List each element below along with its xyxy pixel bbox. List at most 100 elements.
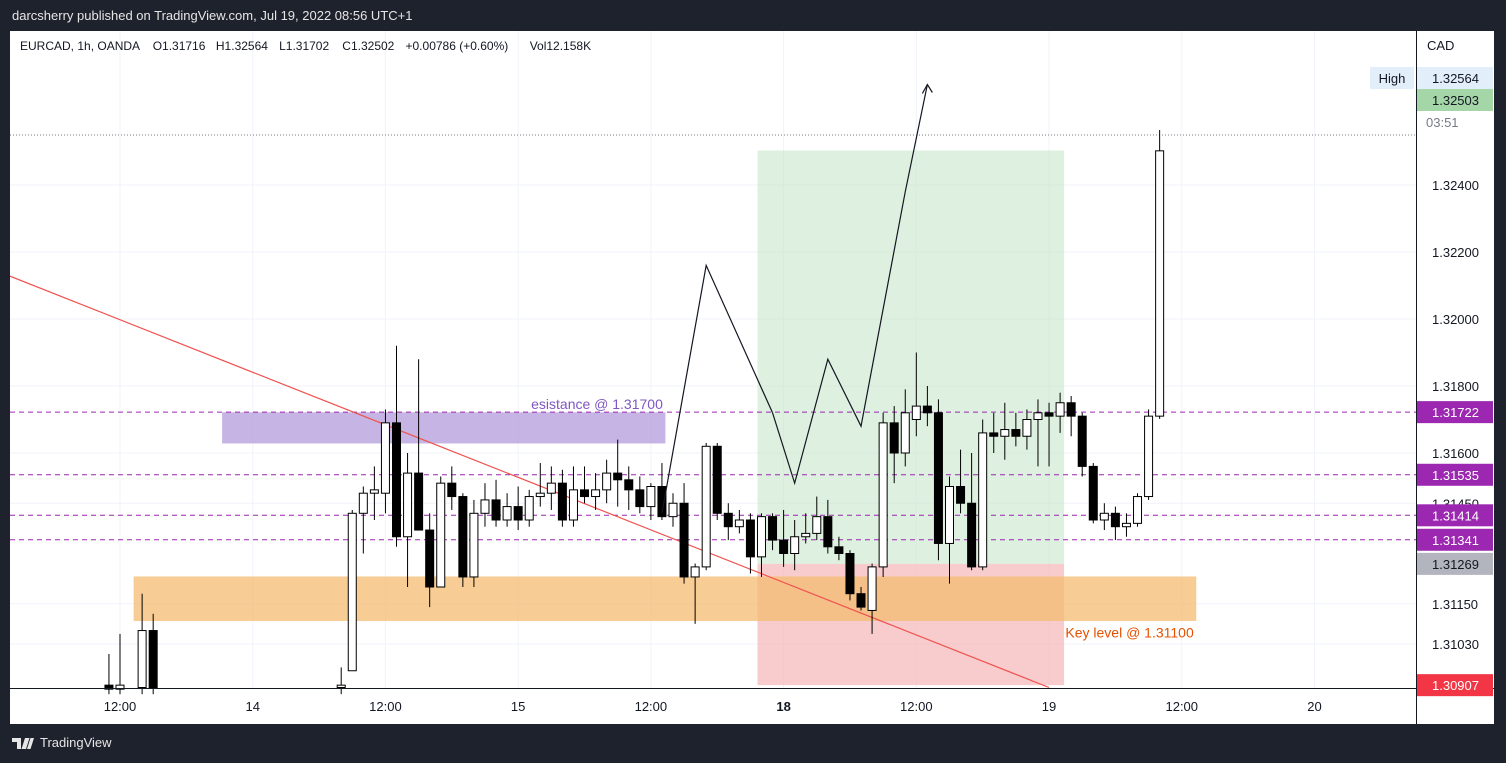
candle-body <box>1044 412 1054 417</box>
candle-body <box>1066 402 1076 417</box>
candle-body <box>900 412 910 454</box>
candle-body <box>447 482 457 498</box>
candle-body <box>458 496 468 578</box>
x-tick-label: 20 <box>1307 699 1321 714</box>
candle-body <box>546 482 556 494</box>
legend-volume: Vol12.158K <box>530 39 591 53</box>
candle-body <box>469 512 479 578</box>
candle-body <box>1077 415 1087 467</box>
chart-frame[interactable]: esistance @ 1.31700 Key level @ 1.31100 EU… <box>0 31 1494 724</box>
candle-body <box>867 566 877 611</box>
candle-body <box>137 630 147 688</box>
candle-body <box>779 539 789 555</box>
candle-body <box>945 486 954 544</box>
stop-tag-value: 1.30907 <box>1432 678 1479 693</box>
candle-body <box>436 482 446 588</box>
candle-body <box>1144 415 1154 498</box>
candle-body <box>812 516 822 534</box>
candle-body <box>336 684 346 689</box>
candle-body <box>1155 150 1165 417</box>
projection-2 <box>771 84 928 486</box>
tag-1.31535[interactable] <box>1417 463 1493 486</box>
last-price-tag[interactable] <box>1417 89 1493 111</box>
tag-1.31414[interactable] <box>1417 504 1493 527</box>
tag-1.31414-value: 1.31414 <box>1432 508 1479 523</box>
price-chart[interactable]: esistance @ 1.31700 Key level @ 1.31100 EU… <box>0 31 1494 724</box>
y-tick-label: 1.31800 <box>1432 379 1479 394</box>
resistance-zone <box>222 412 666 444</box>
high-tag-label-box <box>1370 67 1414 89</box>
x-tick-label: 15 <box>511 699 525 714</box>
candle-body <box>358 492 368 514</box>
candle-body <box>480 499 490 514</box>
candle-body <box>414 472 424 531</box>
candle-body <box>922 405 932 414</box>
key-level-zone <box>133 576 1197 622</box>
tag-1.31341[interactable] <box>1417 528 1493 551</box>
candle-body <box>723 512 733 528</box>
x-tick-label: 18 <box>776 699 790 714</box>
x-tick-label: 12:00 <box>369 699 402 714</box>
candle-body <box>967 502 977 568</box>
tag-1.31535-value: 1.31535 <box>1432 468 1479 483</box>
candle-body <box>1088 465 1098 521</box>
candle-body <box>978 432 988 568</box>
candle-body <box>956 486 966 504</box>
candle-body <box>790 536 800 554</box>
legend-high: H1.32564 <box>216 39 268 53</box>
candle-body <box>557 482 567 521</box>
candle-body <box>1033 412 1043 420</box>
last-price-tag-value: 1.32503 <box>1432 93 1479 108</box>
top-bar: darcsherry published on TradingView.com,… <box>0 0 1506 31</box>
candle-body <box>591 489 601 498</box>
x-tick-label: 12:00 <box>900 699 933 714</box>
legend-open: O1.31716 <box>153 39 206 53</box>
stop-tag[interactable] <box>1417 674 1493 697</box>
high-tag[interactable] <box>1417 67 1493 89</box>
candle-body <box>1121 522 1131 528</box>
y-tick-label: 1.32000 <box>1432 312 1479 327</box>
candle-body <box>115 684 125 690</box>
tag-1.31722[interactable] <box>1417 401 1493 424</box>
x-tick-label: 12:00 <box>1165 699 1198 714</box>
high-tag-value: 1.32564 <box>1432 71 1479 86</box>
candle-body <box>646 486 656 508</box>
candle-body <box>635 489 645 508</box>
y-tick-label: 1.31150 <box>1432 597 1478 612</box>
candle-body <box>933 412 943 544</box>
candle-body <box>734 519 744 528</box>
projection-1 <box>661 263 774 514</box>
candle-body <box>513 506 523 521</box>
tradingview-logo-icon <box>12 737 34 749</box>
candle-body <box>745 519 755 558</box>
candle-body <box>502 506 512 521</box>
candle-body <box>657 486 667 518</box>
entry-tag[interactable] <box>1417 552 1493 575</box>
legend-change: +0.00786 (+0.60%) <box>406 39 509 53</box>
candle-body <box>403 472 413 538</box>
publisher-line: darcsherry published on TradingView.com,… <box>12 8 413 23</box>
x-tick-label: 12:00 <box>104 699 137 714</box>
candle-body <box>568 489 578 521</box>
candle-body <box>535 492 545 498</box>
y-tick-label: 1.31030 <box>1432 637 1479 652</box>
candle-body <box>1099 512 1109 521</box>
bottom-bar: TradingView <box>0 724 1506 763</box>
candle-body <box>1022 419 1032 437</box>
legend-symbol: EURCAD, 1h, OANDA <box>20 39 140 53</box>
bar-countdown: 03:51 <box>1426 115 1459 130</box>
candle-body <box>380 422 390 494</box>
candle-body <box>425 529 435 588</box>
candle-body <box>712 445 722 514</box>
candle-body <box>524 496 534 521</box>
candle-body <box>801 532 811 538</box>
tradingview-brand[interactable]: TradingView <box>12 735 112 750</box>
candle-body <box>756 516 766 558</box>
currency-label: CAD <box>1427 38 1454 53</box>
y-tick-label: 1.32400 <box>1432 178 1479 193</box>
entry-tag-value: 1.31269 <box>1432 557 1479 572</box>
candle-body <box>878 422 888 568</box>
candle-body <box>690 566 700 578</box>
candle-body <box>580 489 590 498</box>
legend-low: L1.31702 <box>279 39 329 53</box>
